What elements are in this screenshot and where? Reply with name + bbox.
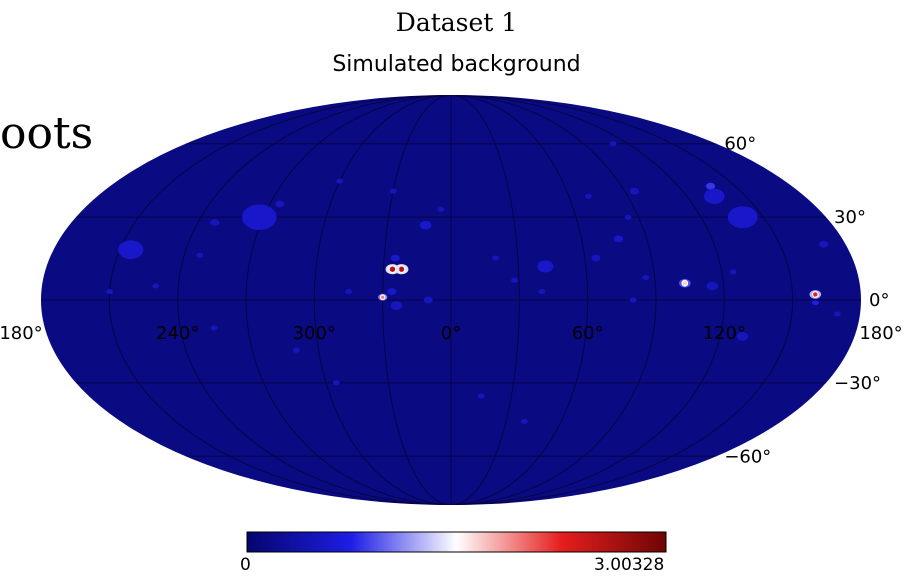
source-blob (423, 296, 433, 304)
source-blob (345, 289, 352, 295)
source-blob (629, 187, 640, 195)
source-blob (336, 178, 344, 184)
source-blob (736, 332, 749, 341)
source-core (388, 265, 397, 274)
source-blob (437, 206, 445, 212)
source-blob (729, 269, 737, 275)
source-blob (642, 275, 650, 280)
source-blob (210, 325, 218, 331)
source-blob (609, 141, 617, 147)
source-blob (613, 235, 624, 243)
source-blob (591, 254, 601, 262)
source-blob (585, 193, 592, 199)
source-blob (705, 182, 716, 190)
graticule (41, 95, 861, 505)
source-blob (390, 301, 403, 310)
source-core (811, 291, 819, 298)
lon-label: 180° (0, 323, 43, 344)
colorbar-max-label: 3.00328 (594, 555, 665, 575)
source-blob (293, 347, 300, 353)
source-blob (477, 393, 485, 399)
lon-label: 240° (156, 323, 199, 344)
source-blob (419, 220, 432, 230)
colorbar (246, 531, 667, 553)
cut-off-heading-text: oots (0, 108, 94, 159)
lon-label: 120° (703, 323, 746, 344)
lat-label: −30° (834, 373, 881, 394)
source-blob (106, 289, 113, 295)
source-core (681, 279, 689, 287)
source-blob (812, 300, 819, 306)
lon-label: 60° (572, 323, 604, 344)
plot-title: Simulated background (332, 52, 581, 77)
source-blob (196, 252, 204, 258)
lat-label: 30° (834, 207, 866, 228)
source-blob (629, 297, 637, 303)
source-core (379, 294, 386, 301)
source-blob (537, 260, 554, 273)
lon-label: 0° (441, 323, 461, 344)
source-blob (241, 204, 277, 230)
lat-label: 60° (724, 134, 756, 155)
source-blob (333, 380, 340, 386)
source-blob (706, 281, 719, 291)
source-blob (704, 188, 725, 204)
colorbar-min-label: 0 (240, 555, 251, 575)
source-blob (833, 311, 841, 317)
source-blob (389, 188, 397, 194)
source-blob (390, 254, 400, 262)
lat-label: 0° (869, 290, 889, 311)
source-blob (387, 288, 397, 295)
source-blob (624, 214, 632, 220)
lon-label: 300° (293, 323, 336, 344)
source-blob (152, 283, 160, 289)
lon-label: 180° (859, 323, 902, 344)
source-blob (538, 289, 546, 295)
source-blob (210, 219, 220, 226)
source-blob (511, 277, 518, 283)
source-blob (275, 200, 285, 208)
sources-layer (106, 141, 841, 424)
source-blob (819, 240, 829, 248)
graticule-labels: 60° 30° 0° −30° −60° 180° 120° 60° 0° 300° 240° 180… (0, 134, 903, 468)
source-blob (521, 418, 528, 424)
dataset-title: Dataset 1 (395, 8, 518, 37)
source-blob (118, 240, 144, 259)
source-blob (492, 255, 499, 261)
source-blob (727, 206, 758, 229)
lat-label: −60° (724, 446, 771, 467)
